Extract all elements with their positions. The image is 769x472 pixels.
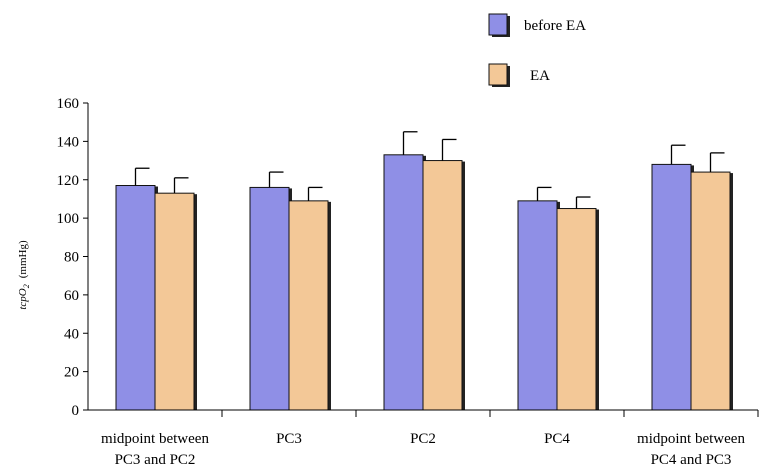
y-tick-label: 80 <box>64 250 79 266</box>
x-tick-label: midpoint between <box>101 431 209 447</box>
legend-swatch <box>488 13 508 36</box>
x-tick-label: PC3 and PC2 <box>115 452 196 468</box>
y-tick-label: 160 <box>57 96 80 112</box>
bar <box>115 185 156 411</box>
x-tick-label: midpoint between <box>637 431 745 447</box>
bar <box>422 160 463 411</box>
y-tick-label: 120 <box>57 173 80 189</box>
bars-layer <box>115 154 733 411</box>
y-axis-label-main: tcpO <box>17 288 29 309</box>
y-tick-label: 20 <box>64 365 79 381</box>
bar <box>154 192 195 411</box>
x-tick-label: PC2 <box>410 431 436 447</box>
axes-layer: 0 20 40 60 80 100 120 140 160 midpoint between PC3… <box>57 96 759 468</box>
bar <box>517 200 558 411</box>
legend: before EA EA <box>488 13 586 87</box>
bar <box>690 171 731 411</box>
legend-swatch <box>488 63 508 86</box>
y-axis-label-subscript: 2 <box>22 284 31 288</box>
y-tick-label: 100 <box>57 211 80 227</box>
legend-label: EA <box>530 68 550 84</box>
svg-text:tcpO2(mmHg): tcpO2 (mmHg) <box>17 240 31 310</box>
legend-label: before EA <box>524 18 586 34</box>
bar <box>556 208 597 411</box>
y-axis-label: tcpO2 (mmHg) <box>17 240 31 310</box>
bar <box>651 163 692 411</box>
bar <box>383 154 424 411</box>
x-tick-label: PC4 and PC3 <box>651 452 732 468</box>
x-tick-label: PC3 <box>276 431 302 447</box>
x-tick-label: PC4 <box>544 431 570 447</box>
y-tick-label: 0 <box>72 403 80 419</box>
y-tick-label: 60 <box>64 288 79 304</box>
y-tick-label: 140 <box>57 134 80 150</box>
y-axis-label-unit: (mmHg) <box>17 240 29 278</box>
error-bars-layer <box>134 131 725 209</box>
bar <box>288 200 329 411</box>
bar <box>249 186 290 411</box>
y-tick-label: 40 <box>64 326 79 342</box>
